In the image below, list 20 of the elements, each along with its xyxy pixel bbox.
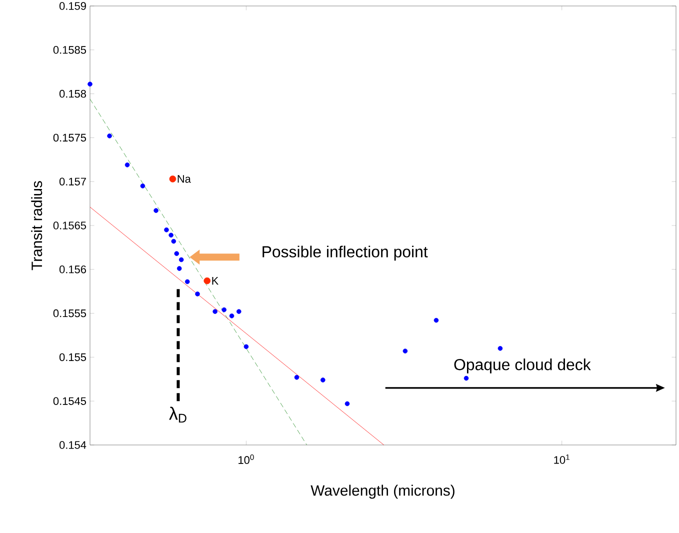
y-tick-label: 0.1555	[53, 309, 86, 318]
y-tick-label: 0.157	[59, 178, 86, 186]
y-tick-label: 0.159	[59, 2, 86, 10]
y-tick-label: 0.1565	[53, 222, 86, 230]
x-tick-label: 10$^{0}$	[238, 454, 254, 464]
y-tick-label: 0.156	[59, 266, 86, 274]
ref-line-label: λ$_{D}$	[169, 406, 186, 422]
annotation: Opaque cloud deck	[454, 358, 591, 374]
y-axis-title: Transit radius	[31, 181, 42, 270]
y-tick-label: 0.1585	[53, 46, 86, 54]
annotation: Na	[178, 175, 191, 183]
x-tick-label: 10$^{1}$	[554, 454, 570, 464]
annotation: K	[212, 277, 219, 285]
y-tick-label: 0.1545	[53, 397, 86, 405]
y-tick-label: 0.1575	[53, 134, 86, 142]
annotation: Possible inflection point	[262, 246, 428, 261]
y-tick-label: 0.155	[59, 353, 86, 362]
x-axis-title: Wavelength (microns)	[310, 484, 454, 499]
y-tick-label: 0.154	[59, 441, 86, 449]
y-tick-label: 0.158	[59, 90, 86, 98]
